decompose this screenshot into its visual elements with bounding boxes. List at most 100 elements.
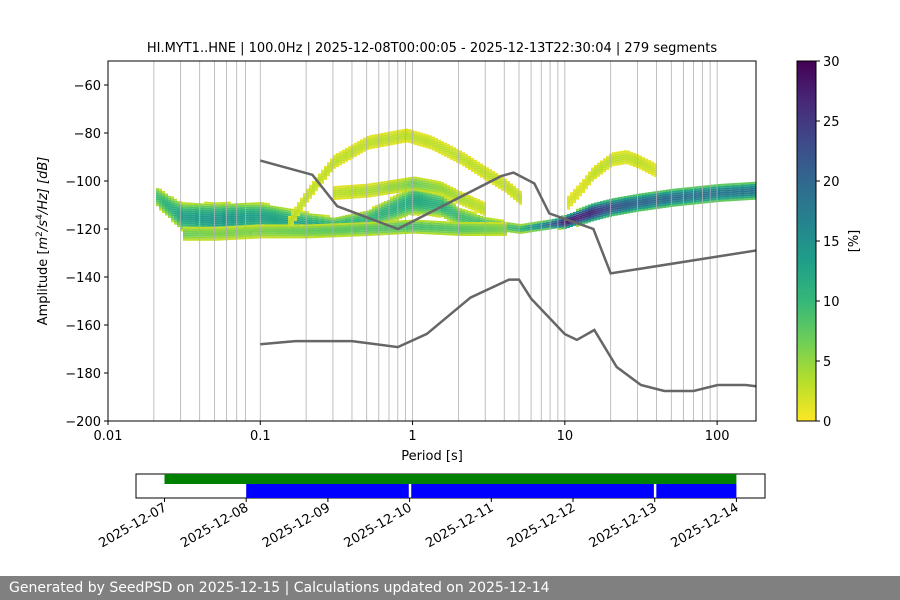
heatmap-cell (246, 216, 249, 219)
heatmap-cell (240, 237, 243, 240)
heatmap-cell (696, 196, 699, 199)
heatmap-cell (414, 184, 417, 187)
heatmap-cell (159, 192, 162, 195)
heatmap-cell (423, 228, 426, 231)
heatmap-cell (588, 206, 591, 209)
heatmap-cell (321, 222, 324, 225)
heatmap-cell (297, 226, 300, 229)
heatmap-cell (264, 236, 267, 239)
heatmap-cell (186, 220, 189, 223)
heatmap-cell (375, 208, 378, 211)
heatmap-cell (603, 162, 606, 165)
heatmap-cell (465, 164, 468, 167)
heatmap-cell (729, 193, 732, 196)
heatmap-cell (654, 203, 657, 206)
heatmap-cell (447, 154, 450, 157)
heatmap-cell (234, 207, 237, 210)
heatmap-cell (645, 194, 648, 197)
heatmap-cell (279, 230, 282, 233)
heatmap-cell (303, 214, 306, 217)
heatmap-cell (504, 228, 507, 230)
heatmap-cell (417, 183, 420, 186)
heatmap-cell (216, 232, 219, 235)
heatmap-cell (459, 201, 462, 204)
heatmap-cell (363, 213, 366, 216)
heatmap-cell (528, 230, 531, 233)
heatmap-cell (660, 200, 663, 203)
heatmap-cell (315, 234, 318, 237)
heatmap-cell (459, 232, 462, 234)
heatmap-cell (252, 228, 255, 231)
heatmap-cell (297, 210, 300, 213)
heatmap-cell (384, 142, 387, 145)
heatmap-cell (750, 191, 753, 194)
heatmap-cell (315, 228, 318, 231)
heatmap-cell (201, 215, 204, 218)
heatmap-cell (591, 169, 594, 172)
heatmap-cell (168, 213, 171, 216)
heatmap-cell (339, 218, 342, 221)
heatmap-cell (618, 199, 621, 202)
heatmap-cell (558, 223, 561, 226)
heatmap-cell (702, 197, 705, 200)
heatmap-cell (516, 229, 519, 232)
heatmap-cell (357, 216, 360, 219)
heatmap-cell (618, 209, 621, 212)
heatmap-cell (597, 211, 600, 214)
heatmap-cell (561, 215, 564, 218)
heatmap-cell (399, 194, 402, 197)
heatmap-cell (237, 207, 240, 210)
heatmap-cell (351, 194, 354, 197)
heatmap-cell (597, 174, 600, 177)
heatmap-cell (633, 155, 636, 158)
heatmap-cell (582, 183, 585, 186)
heatmap-cell (744, 190, 747, 193)
heatmap-cell (159, 196, 162, 199)
heatmap-cell (750, 195, 753, 198)
heatmap-cell (657, 202, 660, 205)
heatmap-cell (384, 205, 387, 208)
heatmap-cell (678, 196, 681, 199)
heatmap-cell (393, 183, 396, 186)
heatmap-cell (285, 217, 288, 220)
heatmap-cell (309, 196, 312, 199)
heatmap-cell (360, 226, 363, 229)
heatmap-cell (288, 234, 291, 237)
heatmap-cell (378, 223, 381, 226)
heatmap-cell (285, 228, 288, 231)
timeline-tick-label: 2025-12-07 (97, 500, 170, 551)
heatmap-cell (174, 216, 177, 219)
heatmap-cell (477, 228, 480, 230)
heatmap-cell (513, 191, 516, 194)
heatmap-cell (612, 158, 615, 161)
heatmap-cell (366, 222, 369, 225)
heatmap-cell (660, 194, 663, 197)
heatmap-cell (210, 228, 213, 231)
heatmap-cell (459, 224, 462, 226)
heatmap-cell (615, 213, 618, 216)
heatmap-cell (579, 213, 582, 216)
heatmap-cell (402, 139, 405, 142)
heatmap-cell (468, 228, 471, 230)
heatmap-cell (645, 204, 648, 207)
heatmap-cell (567, 224, 570, 227)
heatmap-cell (471, 230, 474, 232)
heatmap-cell (288, 208, 291, 211)
heatmap-cell (495, 174, 498, 177)
heatmap-cell (738, 184, 741, 187)
heatmap-cell (711, 200, 714, 203)
heatmap-cell (507, 187, 510, 190)
heatmap-cell (402, 188, 405, 191)
heatmap-cell (741, 190, 744, 193)
heatmap-cell (375, 227, 378, 230)
heatmap-cell (195, 205, 198, 208)
heatmap-cell (375, 142, 378, 145)
heatmap-cell (336, 225, 339, 228)
plot-frame (107, 60, 757, 422)
heatmap-cell (702, 201, 705, 204)
heatmap-cell (387, 209, 390, 212)
heatmap-cell (720, 185, 723, 188)
heatmap-cell (333, 156, 336, 159)
heatmap-cell (495, 220, 498, 223)
heatmap-cell (393, 217, 396, 220)
